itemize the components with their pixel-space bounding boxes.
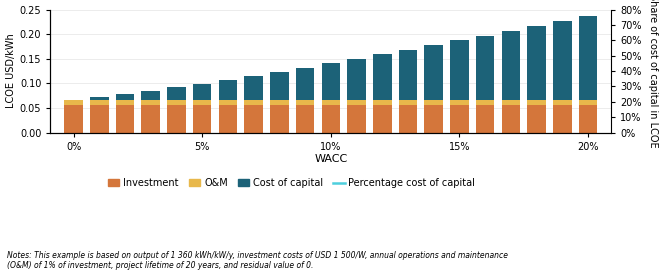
Bar — [450, 105, 469, 133]
Bar — [373, 55, 392, 100]
Bar — [167, 87, 186, 100]
Bar — [347, 100, 366, 105]
Bar — [167, 100, 186, 105]
Bar — [553, 105, 572, 133]
Bar — [373, 105, 392, 133]
Bar — [296, 105, 314, 133]
Bar — [347, 105, 366, 133]
Bar — [476, 35, 495, 100]
Text: Notes: This example is based on output of 1 360 kWh/kW/y, investment costs of US: Notes: This example is based on output o… — [7, 251, 508, 270]
Bar — [218, 105, 237, 133]
Bar — [116, 100, 134, 105]
Bar — [218, 80, 237, 100]
Bar — [424, 105, 443, 133]
Bar — [424, 100, 443, 105]
Bar — [116, 94, 134, 100]
Bar — [193, 105, 211, 133]
Y-axis label: LCOE USD/kWh: LCOE USD/kWh — [5, 34, 15, 108]
Bar — [141, 105, 160, 133]
Bar — [399, 105, 417, 133]
Y-axis label: Share of cost of capital in LCOE: Share of cost of capital in LCOE — [649, 0, 659, 148]
Bar — [399, 50, 417, 100]
Bar — [399, 100, 417, 105]
Bar — [527, 26, 546, 100]
Bar — [64, 105, 83, 133]
Bar — [270, 105, 289, 133]
Bar — [501, 105, 520, 133]
Bar — [476, 100, 495, 105]
Bar — [321, 105, 340, 133]
Bar — [270, 100, 289, 105]
Bar — [553, 100, 572, 105]
Bar — [579, 105, 598, 133]
Bar — [90, 97, 108, 100]
Bar — [476, 105, 495, 133]
Bar — [64, 100, 83, 105]
Bar — [527, 100, 546, 105]
Bar — [90, 100, 108, 105]
Bar — [244, 105, 263, 133]
Bar — [501, 100, 520, 105]
Bar — [218, 100, 237, 105]
Bar — [373, 100, 392, 105]
Bar — [296, 100, 314, 105]
Bar — [501, 31, 520, 100]
Bar — [527, 105, 546, 133]
Bar — [450, 40, 469, 100]
Bar — [167, 105, 186, 133]
Bar — [90, 105, 108, 133]
Bar — [244, 76, 263, 100]
Bar — [424, 45, 443, 100]
Bar — [141, 100, 160, 105]
Bar — [193, 100, 211, 105]
Bar — [553, 21, 572, 100]
Bar — [450, 100, 469, 105]
Bar — [579, 16, 598, 100]
Bar — [296, 68, 314, 100]
Bar — [321, 100, 340, 105]
Bar — [193, 84, 211, 100]
Bar — [270, 72, 289, 100]
Bar — [579, 100, 598, 105]
Bar — [244, 100, 263, 105]
Legend: Investment, O&M, Cost of capital, Percentage cost of capital: Investment, O&M, Cost of capital, Percen… — [104, 174, 479, 192]
Bar — [116, 105, 134, 133]
Bar — [141, 91, 160, 100]
Bar — [347, 59, 366, 100]
X-axis label: WACC: WACC — [314, 155, 347, 164]
Bar — [321, 63, 340, 100]
